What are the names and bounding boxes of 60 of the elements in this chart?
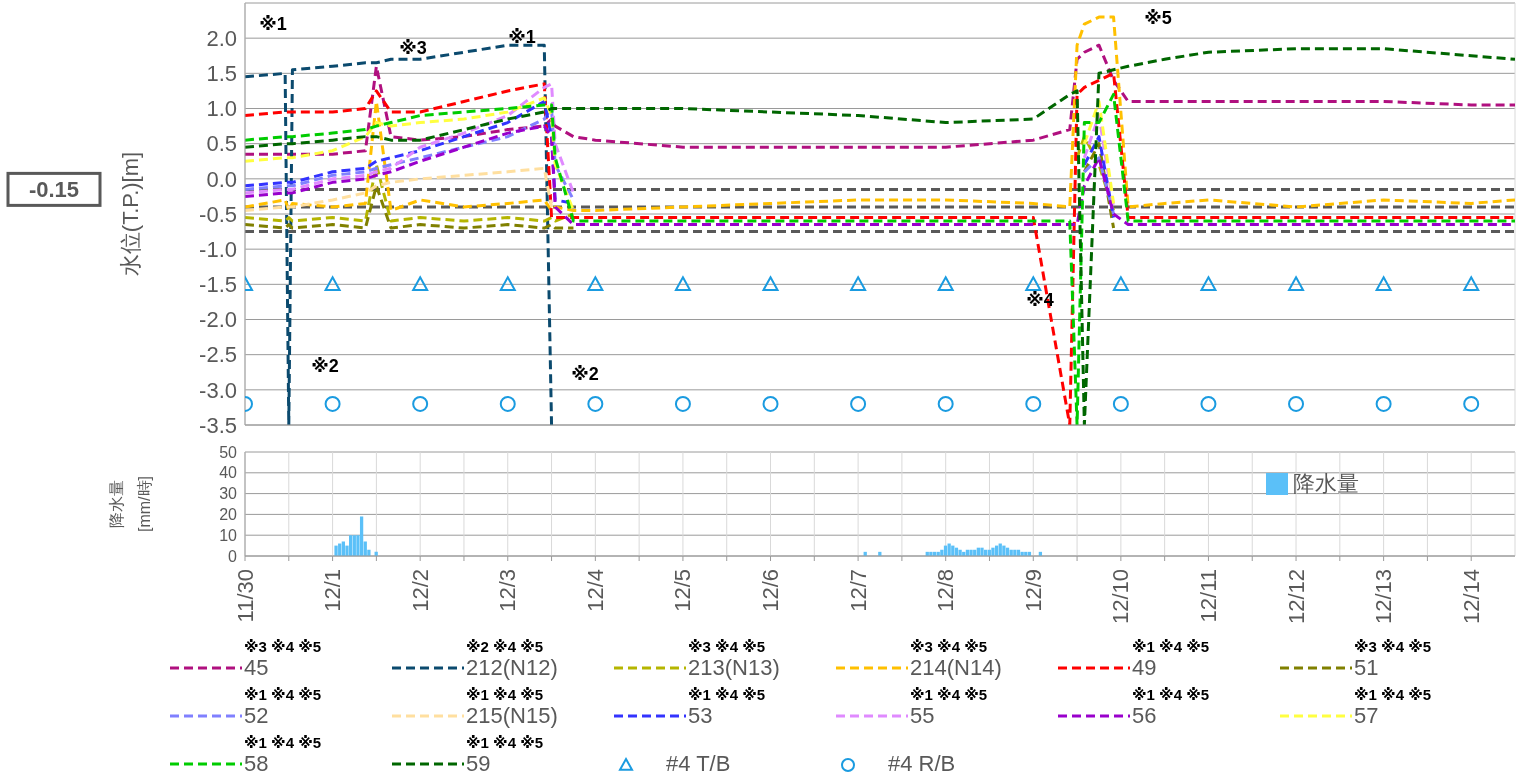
y-axis-title: 降水量 [mm/時] bbox=[107, 476, 153, 532]
x-tick-label: 12/11 bbox=[1195, 569, 1221, 623]
legend-label: ※1 ※4 ※5 55 bbox=[910, 686, 988, 728]
annotation: ※1 bbox=[508, 27, 536, 47]
y-tick-label: 0.5 bbox=[206, 131, 237, 157]
legend-label: ※2 ※4 ※5 212(N12) bbox=[466, 638, 558, 680]
y-tick-label: -2.5 bbox=[199, 342, 237, 368]
x-tick-label: 12/4 bbox=[582, 569, 608, 612]
x-tick-label: 12/9 bbox=[1020, 569, 1046, 612]
annotation: ※5 bbox=[1144, 8, 1172, 28]
legend-label: #4 T/B bbox=[666, 751, 731, 776]
legend-label: ※1 ※4 ※5 215(N15) bbox=[466, 686, 558, 728]
y-axis-title: 水位(T.P.)[m] bbox=[117, 151, 143, 277]
annotation: ※1 bbox=[259, 14, 287, 34]
y-tick-label: 50 bbox=[219, 443, 238, 461]
legend-label: ※1 ※4 ※5 52 bbox=[244, 686, 322, 728]
legend-label: ※1 ※4 ※5 53 bbox=[688, 686, 766, 728]
x-tick-label: 12/8 bbox=[933, 569, 959, 612]
y-tick-label: 0.0 bbox=[206, 166, 237, 192]
legend-label: ※3 ※4 ※5 45 bbox=[244, 638, 322, 680]
x-tick-label: 12/13 bbox=[1371, 569, 1397, 625]
legend-label: ※1 ※4 ※5 56 bbox=[1132, 686, 1210, 728]
annotation: ※4 bbox=[1026, 290, 1054, 310]
y-tick-label: 40 bbox=[219, 464, 238, 482]
annotation: ※2 bbox=[311, 356, 339, 376]
legend-label: ※3 ※4 ※5 214(N14) bbox=[910, 638, 1002, 680]
legend-label: ※1 ※4 ※5 57 bbox=[1354, 686, 1432, 728]
y-tick-label: 1.0 bbox=[206, 96, 237, 122]
y-tick-label: 30 bbox=[219, 485, 238, 503]
y-tick-label: 1.5 bbox=[206, 61, 237, 87]
y-tick-label: 0 bbox=[228, 547, 238, 565]
legend-label: ※1 ※4 ※5 49 bbox=[1132, 638, 1210, 680]
y-tick-label: 2.0 bbox=[206, 25, 237, 51]
y-tick-label: -3.5 bbox=[199, 412, 237, 438]
x-tick-label: 12/1 bbox=[320, 569, 346, 612]
x-tick-label: 12/12 bbox=[1283, 569, 1309, 625]
annotation: ※3 bbox=[399, 38, 427, 58]
legend-label: #4 R/B bbox=[888, 751, 956, 776]
x-tick-label: 12/3 bbox=[495, 569, 521, 612]
legend-label: ※3 ※4 ※5 51 bbox=[1354, 638, 1432, 680]
y-tick-label: 10 bbox=[219, 526, 238, 544]
y-tick-label: -3.0 bbox=[199, 377, 237, 403]
legend-label: 降水量 bbox=[1293, 471, 1359, 496]
y-tick-label: -2.0 bbox=[199, 307, 237, 333]
y-tick-label: 20 bbox=[219, 506, 238, 524]
y-tick-label: -1.0 bbox=[199, 236, 237, 262]
x-tick-label: 12/14 bbox=[1458, 569, 1484, 625]
legend-label: ※3 ※4 ※5 213(N13) bbox=[688, 638, 780, 680]
legend-label: ※1 ※4 ※5 58 bbox=[244, 734, 322, 776]
legend-label: ※1 ※4 ※5 59 bbox=[466, 734, 544, 776]
x-tick-label: 12/5 bbox=[670, 569, 696, 612]
x-tick-label: 12/2 bbox=[407, 569, 433, 612]
y-tick-label: -1.5 bbox=[199, 272, 237, 298]
y-tick-label: -0.5 bbox=[199, 201, 237, 227]
x-tick-label: 11/30 bbox=[232, 569, 258, 623]
x-tick-label: 12/7 bbox=[845, 569, 871, 612]
x-tick-label: 12/10 bbox=[1108, 569, 1134, 625]
ref-line-label: -0.15 bbox=[28, 176, 80, 202]
x-tick-label: 12/6 bbox=[758, 569, 784, 612]
annotation: ※2 bbox=[571, 364, 599, 384]
